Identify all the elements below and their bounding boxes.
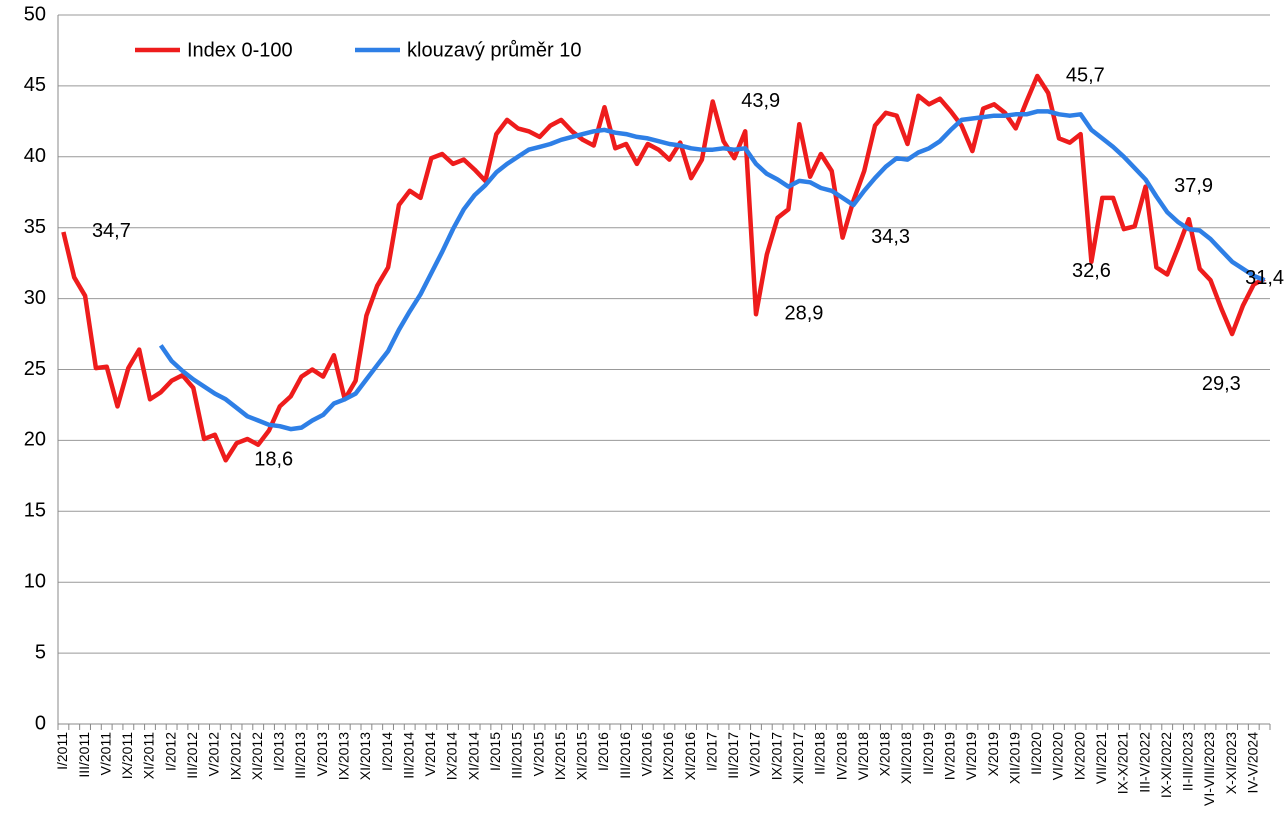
data-label: 28,9 xyxy=(785,302,824,324)
y-tick-label: 5 xyxy=(35,641,46,663)
x-tick-label: XII/2018 xyxy=(898,732,914,784)
x-tick-label: V/2017 xyxy=(747,732,763,777)
x-tick-label: IX/2011 xyxy=(119,732,135,779)
x-tick-label: IX/2020 xyxy=(1071,732,1087,780)
x-tick-label: I/2012 xyxy=(162,732,178,771)
data-label: 32,6 xyxy=(1072,260,1111,282)
x-tick-label: VI/2019 xyxy=(963,732,979,780)
data-label: 31,4 xyxy=(1245,267,1284,289)
legend-label: Index 0-100 xyxy=(187,39,293,61)
x-tick-label: VI-VIII/2023 xyxy=(1201,732,1217,806)
x-tick-label: III-V/2022 xyxy=(1136,732,1152,793)
x-tick-label: I/2016 xyxy=(595,732,611,771)
data-label: 45,7 xyxy=(1066,64,1105,86)
x-tick-label: III/2017 xyxy=(725,732,741,779)
x-tick-label: IX-X/2021 xyxy=(1115,732,1131,794)
x-tick-label: X/2019 xyxy=(985,732,1001,777)
x-tick-label: III/2012 xyxy=(184,732,200,779)
x-tick-label: XI/2015 xyxy=(574,732,590,780)
x-tick-label: I/2017 xyxy=(703,732,719,771)
x-tick-label: IX/2014 xyxy=(444,732,460,780)
y-tick-label: 0 xyxy=(35,712,46,734)
x-tick-label: XII/2017 xyxy=(790,732,806,784)
x-tick-label: XII/2019 xyxy=(1006,732,1022,784)
x-tick-label: V/2013 xyxy=(314,732,330,777)
x-tick-label: II/2019 xyxy=(920,732,936,775)
x-tick-label: X/2018 xyxy=(877,732,893,777)
x-tick-label: I/2015 xyxy=(487,732,503,771)
x-tick-label: I/2011 xyxy=(54,732,70,770)
x-tick-label: IV-V/2024 xyxy=(1244,732,1260,794)
x-tick-label: I/2014 xyxy=(379,732,395,771)
x-tick-label: IX/2016 xyxy=(660,732,676,780)
series-line xyxy=(61,73,1266,463)
x-tick-label: VI/2020 xyxy=(1050,732,1066,780)
x-tick-label: II-III/2023 xyxy=(1180,732,1196,791)
x-tick-label: V/2015 xyxy=(530,732,546,777)
x-tick-label: III/2011 xyxy=(76,732,92,778)
x-tick-label: IV/2018 xyxy=(833,732,849,780)
data-label: 29,3 xyxy=(1202,373,1241,395)
x-tick-label: II/2020 xyxy=(1028,732,1044,775)
data-label: 18,6 xyxy=(254,449,293,471)
x-tick-label: II/2018 xyxy=(812,732,828,775)
x-tick-label: XI/2016 xyxy=(682,732,698,780)
x-tick-label: XI/2013 xyxy=(357,732,373,780)
x-tick-label: III/2016 xyxy=(617,732,633,779)
x-tick-label: XI/2014 xyxy=(465,732,481,780)
x-tick-label: IX/2015 xyxy=(552,732,568,780)
x-tick-label: IV/2019 xyxy=(941,732,957,780)
y-tick-label: 10 xyxy=(24,570,46,592)
x-tick-label: III/2015 xyxy=(509,732,525,779)
x-tick-label: V/2016 xyxy=(638,732,654,777)
y-tick-label: 45 xyxy=(24,74,46,96)
data-label: 34,3 xyxy=(871,226,910,248)
y-tick-label: 25 xyxy=(24,358,46,380)
y-tick-label: 15 xyxy=(24,500,46,522)
x-tick-label: XI/2011 xyxy=(141,732,157,779)
x-tick-label: IX/2017 xyxy=(768,732,784,780)
x-tick-label: III/2014 xyxy=(400,732,416,779)
x-tick-label: I/2013 xyxy=(271,732,287,771)
x-tick-label: V/2011 xyxy=(97,732,113,776)
x-tick-label: IX/2013 xyxy=(335,732,351,780)
x-tick-label: V/2012 xyxy=(206,732,222,777)
y-tick-label: 20 xyxy=(24,429,46,451)
x-tick-label: X-XI/2023 xyxy=(1223,732,1239,794)
y-tick-label: 30 xyxy=(24,287,46,309)
x-tick-label: V/2014 xyxy=(422,732,438,777)
x-tick-label: VII/2021 xyxy=(1093,732,1109,784)
legend-label: klouzavý průměr 10 xyxy=(407,39,582,61)
x-tick-label: IX/2012 xyxy=(227,732,243,780)
x-tick-label: VI/2018 xyxy=(855,732,871,780)
data-label: 43,9 xyxy=(741,90,780,112)
x-tick-label: III/2013 xyxy=(292,732,308,779)
x-tick-label: XI/2012 xyxy=(249,732,265,780)
data-label: 34,7 xyxy=(92,220,131,242)
y-tick-label: 40 xyxy=(24,145,46,167)
y-tick-label: 50 xyxy=(24,3,46,25)
y-tick-label: 35 xyxy=(24,216,46,238)
series-line xyxy=(158,109,1266,432)
data-label: 37,9 xyxy=(1174,175,1213,197)
x-tick-label: IX-XI/2022 xyxy=(1158,732,1174,798)
